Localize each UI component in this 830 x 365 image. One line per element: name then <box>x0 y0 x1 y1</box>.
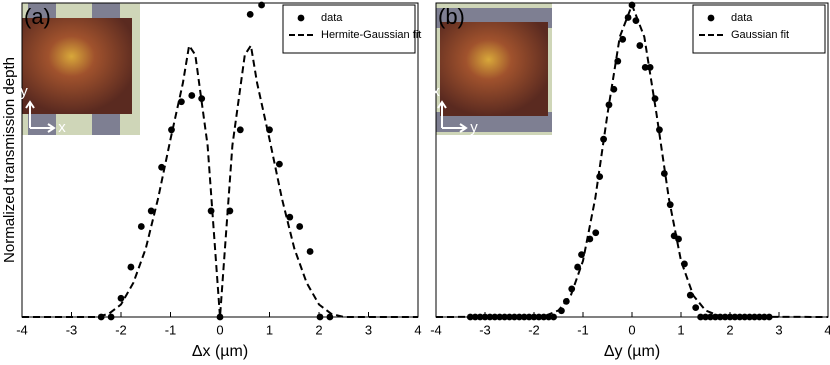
data-point <box>636 42 644 49</box>
panel: -4 -3 -2 -1 0 1 2 3 4 Δy (µm) data Gaussian fit (b) x… <box>430 1 830 360</box>
x-tick-label: -1 <box>577 322 589 337</box>
data-point <box>707 313 714 321</box>
data-point <box>286 213 294 221</box>
x-tick-label: 0 <box>216 322 223 337</box>
legend-label: Gaussian fit <box>731 29 789 41</box>
data-point <box>624 14 632 21</box>
data-point <box>660 170 668 177</box>
data-point <box>236 126 244 134</box>
x-tick-label: 1 <box>266 322 273 337</box>
data-point <box>756 313 763 321</box>
legend-marker <box>707 14 715 22</box>
data-point <box>530 313 538 321</box>
data-point <box>506 313 513 321</box>
data-point <box>127 263 135 271</box>
data-point <box>692 304 700 312</box>
data-point <box>496 313 504 321</box>
inset-axes <box>25 100 56 133</box>
data-point <box>540 313 548 321</box>
data-point <box>137 223 145 230</box>
data-point <box>107 313 115 321</box>
x-tick-label: -3 <box>66 322 78 337</box>
legend-label: data <box>321 12 343 24</box>
legend-label: data <box>731 12 753 24</box>
x-tick-label: -1 <box>165 322 177 337</box>
panel: -4 -3 -2 -1 0 1 2 3 4 Δx (µm) Normalized transmiss… <box>1 1 422 360</box>
data-point <box>550 313 557 321</box>
panel-label: (b) <box>438 4 465 29</box>
data-point <box>258 1 265 9</box>
inset-photo-b <box>436 3 552 135</box>
fit-line <box>435 2 829 318</box>
fit-line <box>22 42 418 318</box>
x-tick-label: 2 <box>315 322 322 337</box>
x-axis-label: Δy (µm) <box>604 343 660 360</box>
data-point <box>316 313 324 321</box>
inset-axes <box>437 100 468 133</box>
data-point <box>641 64 649 71</box>
data-point <box>276 160 283 168</box>
legend-label: Hermite-Gaussian fit <box>321 29 421 41</box>
inset-axis-label: x <box>432 83 440 100</box>
data-point <box>216 313 224 321</box>
data-point <box>592 229 600 237</box>
data-point <box>578 251 585 258</box>
data-point <box>188 92 196 99</box>
x-tick-label: 3 <box>775 322 782 337</box>
x-tick-label: 1 <box>677 322 684 337</box>
data-point <box>765 313 773 321</box>
data-point <box>147 207 155 215</box>
x-tick-label: -2 <box>528 322 540 337</box>
data-point <box>198 95 206 102</box>
data-point <box>675 235 682 243</box>
x-tick-label: 4 <box>824 322 830 337</box>
data-point <box>702 313 709 321</box>
x-tick-label: -4 <box>16 322 28 337</box>
data-point <box>731 313 739 321</box>
data-point <box>651 95 659 102</box>
data-point <box>619 35 627 43</box>
x-tick-label: -4 <box>430 322 442 337</box>
x-tick-label: 3 <box>365 322 372 337</box>
data-point <box>605 101 613 109</box>
data-point <box>686 291 694 299</box>
inset-axis-label: y <box>470 119 478 136</box>
legend-box <box>282 4 416 54</box>
data-point <box>296 223 304 230</box>
data-point <box>117 294 125 302</box>
data-point <box>177 98 185 106</box>
inset-photo-a <box>22 3 140 135</box>
data-point <box>306 248 314 255</box>
data-point <box>326 313 334 321</box>
y-axis-label: Normalized transmission depth <box>1 57 18 263</box>
x-tick-label: 0 <box>628 322 635 337</box>
x-tick-label: -3 <box>479 322 491 337</box>
legend-marker <box>297 14 305 22</box>
x-tick-label: 2 <box>726 322 733 337</box>
inset-axis-label: x <box>58 119 66 136</box>
x-axis-label: Δx (µm) <box>192 343 248 360</box>
data-point <box>486 313 494 321</box>
legend-box <box>692 4 826 54</box>
x-tick-label: 4 <box>414 322 421 337</box>
data-point <box>246 10 254 18</box>
inset-axis-label: y <box>20 83 28 100</box>
data-point <box>697 313 704 321</box>
panel-label: (a) <box>24 4 51 29</box>
x-tick-label: -2 <box>115 322 127 337</box>
